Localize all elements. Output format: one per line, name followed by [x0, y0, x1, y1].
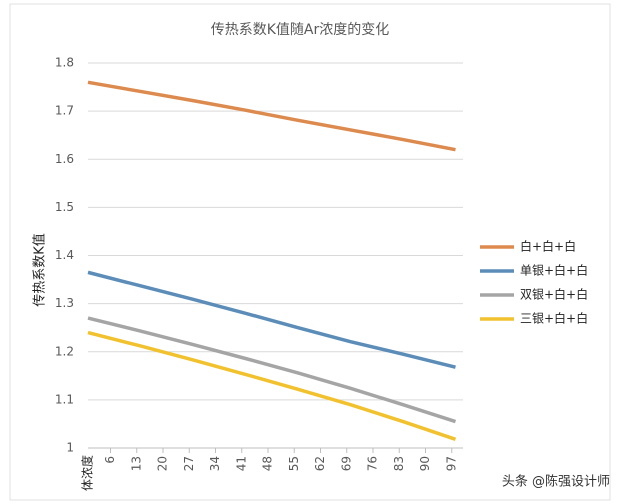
y-tick-label: 1.7 [55, 104, 74, 118]
x-axis-label: 体浓度 [80, 455, 95, 491]
x-tick-label: 97 [444, 456, 458, 471]
line-series [87, 80, 456, 152]
x-tick-label: 13 [129, 456, 143, 471]
x-tick-label: 62 [313, 456, 327, 471]
chart-title: 传热系数K值随Ar浓度的变化 [211, 22, 390, 38]
y-axis-label: 传热系数K值 [32, 233, 48, 307]
line-series [87, 330, 457, 441]
line-series [87, 270, 456, 369]
x-tick-label: 34 [208, 456, 222, 471]
x-tick-label: 76 [366, 456, 380, 471]
x-tick-label: 41 [234, 456, 248, 471]
y-tick-label: 1.1 [55, 392, 74, 406]
x-tick-label: 48 [261, 456, 275, 471]
x-tick-label: 27 [182, 456, 196, 471]
x-tick-label: 83 [392, 456, 406, 471]
legend-label: 双银+白+白 [520, 287, 588, 302]
y-tick-label: 1.4 [55, 248, 74, 262]
y-tick-label: 1.3 [55, 296, 74, 310]
y-tick-label: 1.6 [55, 152, 74, 166]
x-tick-label: 69 [339, 456, 353, 471]
x-tick-label: 90 [418, 456, 432, 471]
y-tick-label: 1.5 [55, 200, 74, 214]
legend-label: 白+白+白 [520, 239, 576, 254]
x-tick-label: 6 [103, 456, 117, 464]
chart-frame [9, 3, 611, 501]
y-tick-label: 1 [66, 441, 74, 455]
legend-label: 三银+白+白 [520, 311, 588, 326]
y-tick-label: 1.8 [55, 56, 74, 70]
x-tick-label: 55 [287, 456, 301, 471]
y-tick-label: 1.2 [55, 344, 74, 358]
line-series [87, 316, 457, 424]
legend-label: 单银+白+白 [520, 263, 588, 278]
x-tick-label: 20 [156, 456, 170, 471]
watermark: 头条 @陈强设计师 [502, 474, 610, 490]
